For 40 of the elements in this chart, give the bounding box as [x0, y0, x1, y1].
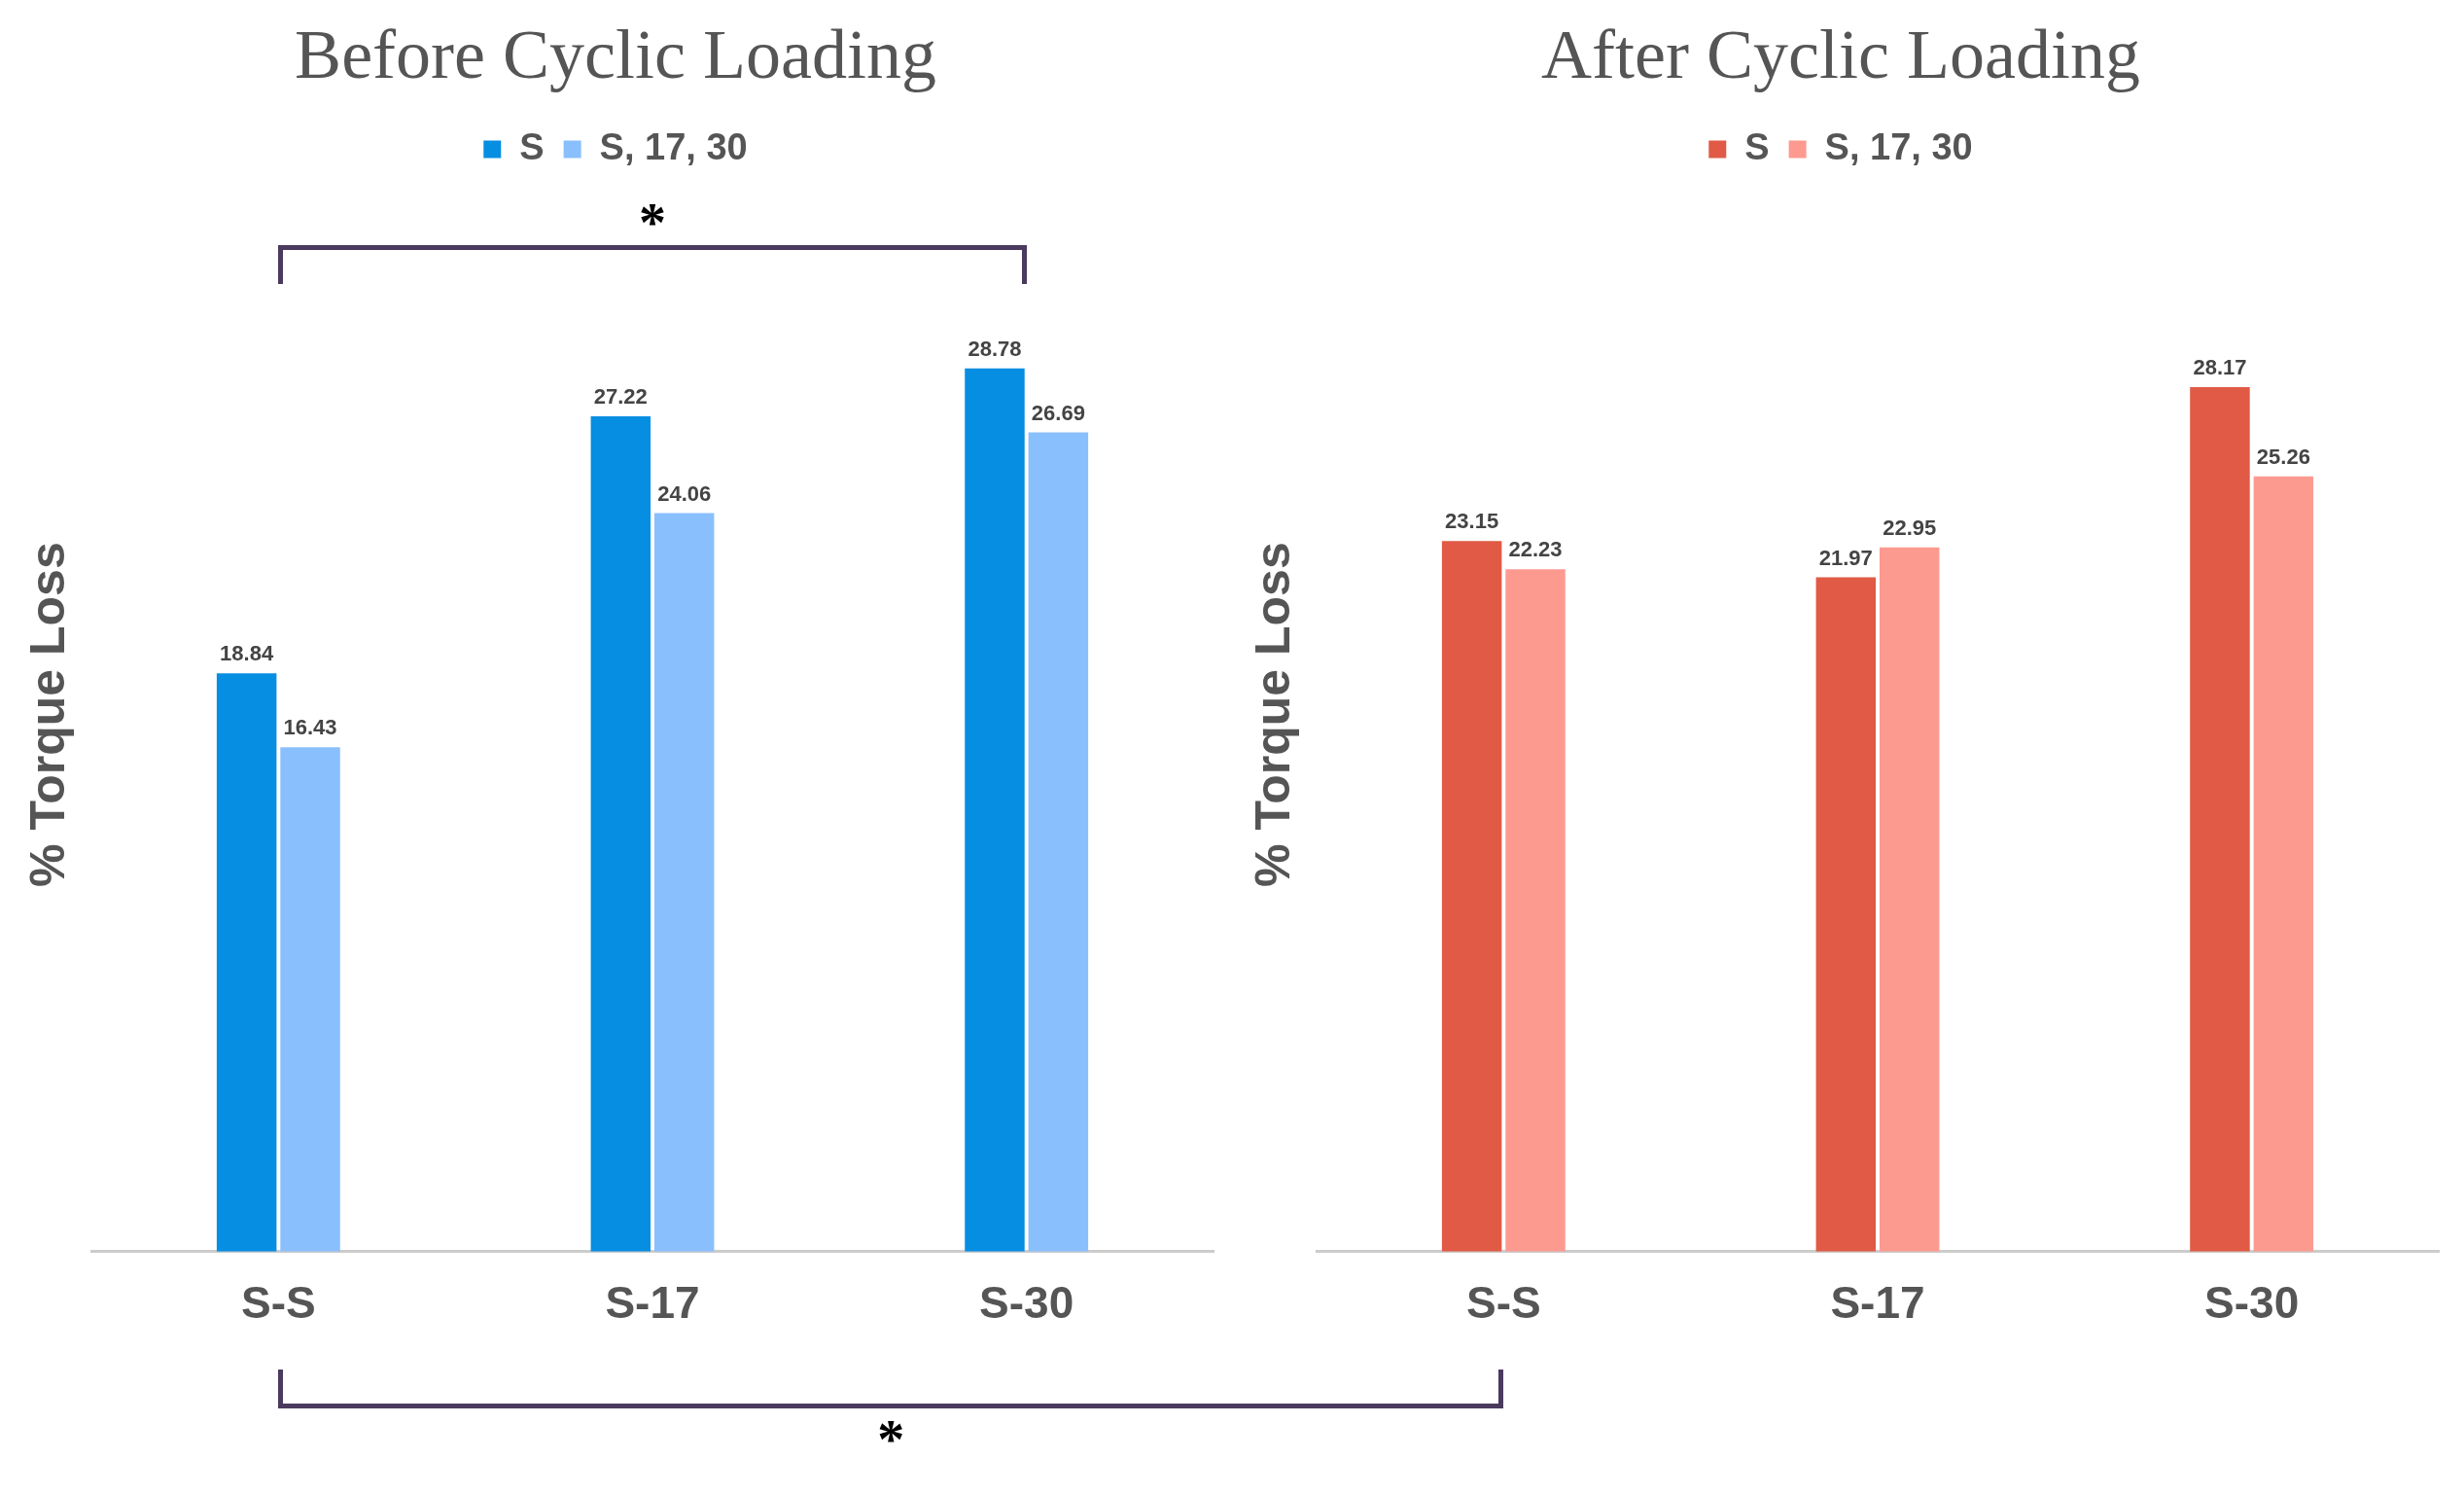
bar [2253, 476, 2314, 1252]
data-label: 24.06 [657, 481, 712, 506]
legend-label: S [1744, 125, 1770, 167]
x-tick-label: S-30 [979, 1277, 1074, 1329]
chart-title: Before Cyclic Loading [295, 16, 936, 94]
data-label: 22.95 [1883, 515, 1937, 540]
data-label: 28.17 [2193, 354, 2247, 379]
bar [965, 368, 1025, 1252]
text: * [638, 192, 667, 255]
x-tick-label: S-30 [2204, 1277, 2300, 1329]
x-tick-label: S-S [240, 1277, 316, 1329]
bar [216, 673, 277, 1252]
bar [1879, 547, 1940, 1252]
x-tick-label: S-17 [605, 1277, 700, 1329]
data-label: 27.22 [593, 383, 648, 409]
data-label: 23.15 [1445, 509, 1499, 534]
x-tick-label: S-S [1465, 1277, 1541, 1329]
chart-title: After Cyclic Loading [1541, 16, 2140, 94]
data-label: 25.26 [2256, 444, 2310, 469]
data-label: 28.78 [968, 336, 1022, 361]
data-label: 16.43 [283, 715, 337, 740]
y-axis-title: % Torque Loss [19, 542, 75, 887]
legend-label: S, 17, 30 [1824, 125, 1973, 167]
bar [1028, 432, 1089, 1252]
bar [2190, 386, 2250, 1252]
data-label: 18.84 [220, 641, 274, 666]
y-axis-title: % Torque Loss [1245, 542, 1300, 887]
legend-label: S, 17, 30 [599, 125, 748, 167]
bar [590, 415, 651, 1252]
bar [280, 747, 340, 1252]
bar [653, 513, 715, 1252]
bar [1815, 577, 1877, 1252]
x-tick-label: S-17 [1830, 1277, 1925, 1329]
bar [1505, 569, 1566, 1252]
legend-label: S [519, 125, 545, 167]
text: * [876, 1408, 906, 1471]
bar [1441, 541, 1502, 1252]
data-label: 26.69 [1031, 400, 1085, 425]
data-label: 22.23 [1508, 537, 1563, 562]
data-label: 21.97 [1818, 545, 1873, 570]
